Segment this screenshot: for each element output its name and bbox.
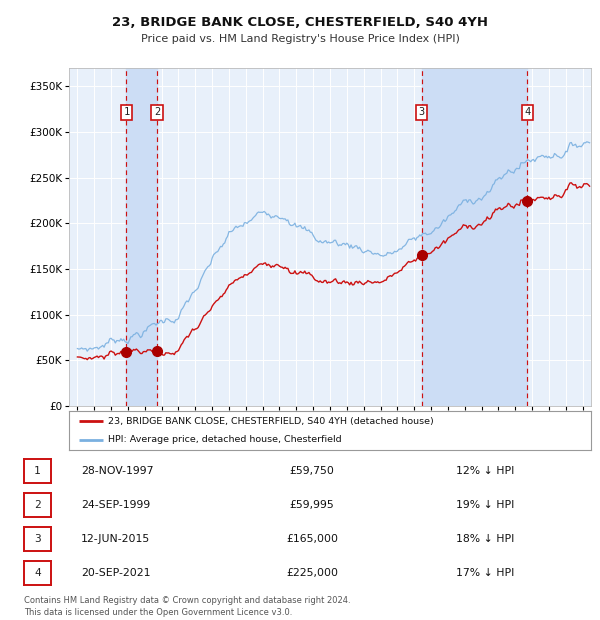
Text: 4: 4	[524, 107, 530, 117]
Text: 12-JUN-2015: 12-JUN-2015	[81, 534, 150, 544]
Bar	[422, 68, 527, 406]
Text: 3: 3	[34, 534, 41, 544]
Text: 18% ↓ HPI: 18% ↓ HPI	[456, 534, 514, 544]
Text: HPI: Average price, detached house, Chesterfield: HPI: Average price, detached house, Ches…	[108, 435, 342, 445]
Text: Price paid vs. HM Land Registry's House Price Index (HPI): Price paid vs. HM Land Registry's House …	[140, 34, 460, 44]
Text: 1: 1	[123, 107, 130, 117]
Text: 3: 3	[418, 107, 425, 117]
Text: 12% ↓ HPI: 12% ↓ HPI	[456, 466, 514, 476]
Text: £225,000: £225,000	[286, 568, 338, 578]
Text: £165,000: £165,000	[286, 534, 338, 544]
Text: 2: 2	[154, 107, 160, 117]
Text: 23, BRIDGE BANK CLOSE, CHESTERFIELD, S40 4YH: 23, BRIDGE BANK CLOSE, CHESTERFIELD, S40…	[112, 16, 488, 29]
Text: Contains HM Land Registry data © Crown copyright and database right 2024.
This d: Contains HM Land Registry data © Crown c…	[24, 596, 350, 617]
Text: £59,750: £59,750	[290, 466, 334, 476]
Text: 23, BRIDGE BANK CLOSE, CHESTERFIELD, S40 4YH (detached house): 23, BRIDGE BANK CLOSE, CHESTERFIELD, S40…	[108, 417, 434, 426]
Text: 24-SEP-1999: 24-SEP-1999	[81, 500, 150, 510]
Text: 2: 2	[34, 500, 41, 510]
Text: £59,995: £59,995	[290, 500, 334, 510]
Bar	[127, 68, 157, 406]
Text: 4: 4	[34, 568, 41, 578]
Text: 1: 1	[34, 466, 41, 476]
Text: 19% ↓ HPI: 19% ↓ HPI	[456, 500, 514, 510]
Text: 20-SEP-2021: 20-SEP-2021	[81, 568, 151, 578]
Text: 17% ↓ HPI: 17% ↓ HPI	[456, 568, 514, 578]
Text: 28-NOV-1997: 28-NOV-1997	[81, 466, 154, 476]
